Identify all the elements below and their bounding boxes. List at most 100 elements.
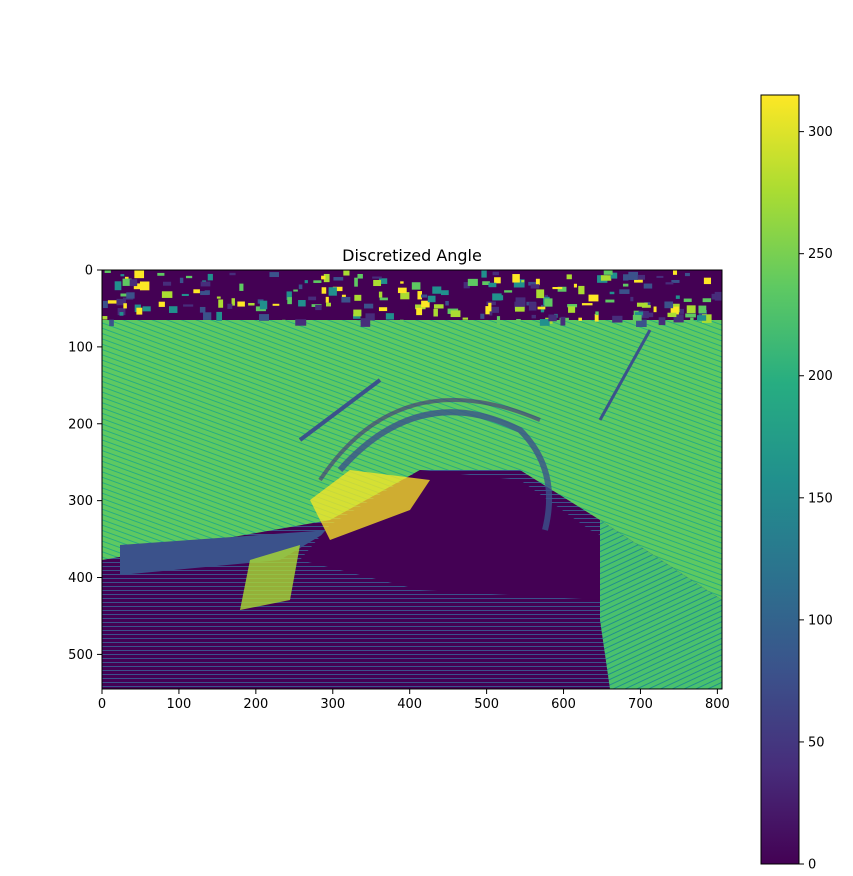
colorbar-tick-label: 150 [808, 491, 833, 506]
colorbar-tick-label: 50 [808, 735, 825, 750]
texture-cell [610, 272, 618, 279]
texture-cell [488, 282, 497, 288]
y-axis: 0 100 200 300 400 500 [68, 264, 102, 663]
texture-cell [114, 281, 122, 291]
texture-cell [632, 314, 642, 321]
colorbar-tick-label: 0 [808, 858, 816, 873]
texture-cell [673, 314, 684, 323]
texture-cell [515, 306, 525, 312]
texture-cell [321, 275, 326, 280]
plot-frame [101, 269, 723, 690]
texture-cell [231, 298, 235, 306]
colorbar-tick-label: 200 [808, 369, 833, 384]
texture-cell [129, 279, 138, 287]
texture-cell [548, 314, 557, 322]
texture-cell [504, 290, 513, 293]
texture-cell [675, 295, 680, 299]
texture-cell [628, 271, 639, 280]
texture-cell [489, 307, 493, 316]
x-tick-label: 300 [320, 697, 345, 712]
texture-cell [353, 309, 362, 317]
texture-cell [162, 281, 172, 286]
texture-cell [333, 277, 344, 281]
texture-cell [326, 302, 331, 307]
texture-cell [578, 317, 582, 321]
heatmap-image [102, 270, 722, 689]
texture-cell [102, 300, 108, 309]
y-tick-label: 400 [68, 571, 93, 586]
texture-cell [432, 286, 442, 294]
texture-cell [308, 296, 317, 301]
texture-cell [696, 315, 707, 321]
texture-cell [161, 291, 173, 298]
y-tick-label: 200 [68, 417, 93, 432]
texture-cell [385, 313, 394, 320]
texture-cell [520, 301, 526, 311]
texture-cell [622, 283, 629, 287]
texture-cell [365, 313, 375, 321]
texture-cell [117, 308, 126, 316]
texture-cell [552, 287, 563, 290]
texture-cell [540, 309, 544, 313]
texture-cell [203, 312, 212, 320]
texture-cell [643, 283, 653, 289]
texture-cell [397, 287, 407, 294]
chart-title: Discretized Angle [342, 246, 482, 265]
texture-cell [612, 315, 623, 323]
texture-cell [630, 296, 634, 302]
texture-cell [325, 296, 329, 303]
texture-cell [119, 312, 124, 316]
texture-cell [480, 313, 485, 319]
texture-cell [609, 291, 615, 295]
texture-cell [341, 294, 346, 298]
texture-cell [667, 312, 677, 318]
texture-cell [139, 281, 150, 291]
texture-cell [557, 286, 567, 292]
texture-cell [528, 281, 539, 286]
texture-cell [683, 298, 692, 302]
texture-cell [670, 306, 679, 315]
texture-cell [488, 302, 492, 312]
colorbar [760, 94, 800, 865]
texture-cell [535, 278, 540, 286]
texture-cell [282, 319, 286, 323]
colorbar-axis: 0 50 100 150 200 250 300 [799, 125, 833, 873]
texture-cell [578, 285, 585, 295]
texture-cell [531, 314, 536, 319]
texture-cell [637, 274, 646, 280]
texture-cell [702, 314, 712, 323]
texture-cell [417, 291, 423, 300]
x-tick-label: 0 [98, 697, 106, 712]
texture-cell [237, 301, 245, 307]
texture-cell [416, 307, 423, 316]
texture-cell [193, 289, 200, 294]
texture-cell [485, 306, 490, 315]
texture-cell [200, 291, 209, 296]
texture-cell [158, 301, 165, 307]
y-tick-label: 0 [85, 264, 93, 279]
texture-cell [364, 303, 374, 309]
colorbar-tick-label: 100 [808, 613, 833, 628]
texture-cell [373, 279, 382, 287]
texture-cell [227, 303, 233, 309]
texture-cell [399, 319, 404, 325]
texture-cell [126, 292, 135, 299]
texture-cell [703, 277, 712, 285]
texture-cell [463, 282, 470, 289]
texture-cell [512, 274, 520, 283]
x-tick-label: 800 [705, 697, 730, 712]
texture-cell [259, 314, 269, 321]
texture-cell [269, 272, 280, 278]
texture-cell [521, 280, 525, 283]
texture-cell [181, 293, 189, 297]
texture-cell [360, 318, 371, 327]
texture-cell [445, 300, 449, 306]
texture-cell [544, 298, 553, 307]
texture-cell [218, 299, 224, 308]
texture-cell [462, 317, 469, 320]
texture-cell [136, 307, 143, 315]
texture-cell [594, 313, 599, 322]
texture-cell [378, 278, 388, 284]
texture-cell [124, 276, 129, 280]
